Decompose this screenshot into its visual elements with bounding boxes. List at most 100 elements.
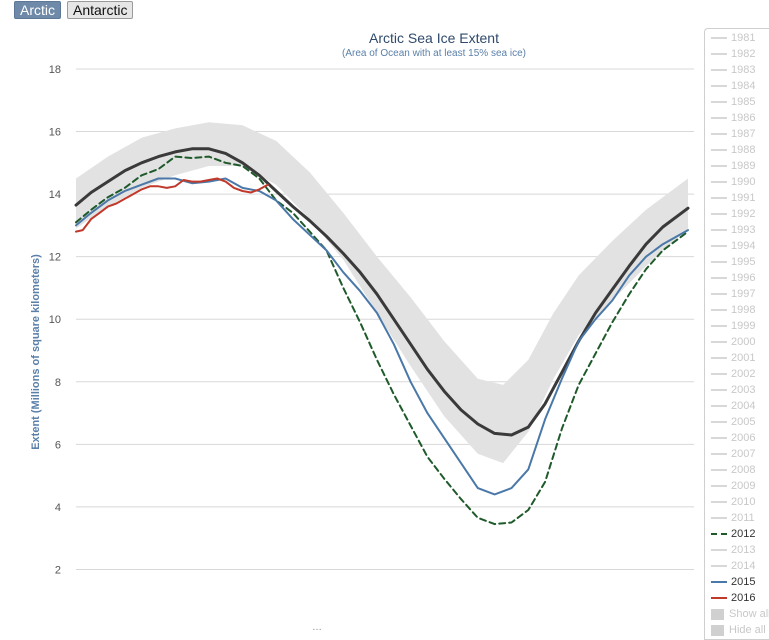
legend-item-1995[interactable]: 1995 (711, 254, 755, 270)
legend-swatch (711, 181, 727, 183)
legend-item-show-all[interactable]: Show all (711, 606, 769, 622)
tab-arctic[interactable]: Arctic (14, 1, 61, 19)
legend-item-1996[interactable]: 1996 (711, 270, 755, 286)
legend-item-2002[interactable]: 2002 (711, 366, 755, 382)
legend-item-1983[interactable]: 1983 (711, 62, 755, 78)
legend-swatch (711, 421, 727, 423)
legend-swatch (711, 565, 727, 567)
legend-item-1994[interactable]: 1994 (711, 238, 755, 254)
legend-item-1992[interactable]: 1992 (711, 206, 755, 222)
legend-swatch (711, 405, 727, 407)
legend-swatch (711, 501, 727, 503)
y-tick-label: 6 (55, 439, 61, 451)
y-tick-label: 14 (49, 189, 61, 201)
legend-swatch (711, 69, 727, 71)
legend-item-1986[interactable]: 1986 (711, 110, 755, 126)
series-line-2012 (75, 155, 689, 526)
legend-item-2001[interactable]: 2001 (711, 350, 755, 366)
legend-swatch (711, 624, 724, 636)
legend-label: 1995 (731, 256, 756, 268)
chart-subtitle: (Area of Ocean with at least 15% sea ice… (342, 48, 526, 59)
legend-label: 2007 (731, 448, 756, 460)
legend-swatch (711, 309, 727, 311)
legend-label: 1985 (731, 96, 756, 108)
tab-antarctic[interactable]: Antarctic (67, 1, 134, 19)
legend-item-2000[interactable]: 2000 (711, 334, 755, 350)
legend-item-2007[interactable]: 2007 (711, 446, 755, 462)
legend-swatch (711, 608, 724, 620)
legend-swatch (711, 469, 727, 471)
legend-label: 1998 (731, 304, 756, 316)
legend-item-hide-all[interactable]: Hide all (711, 622, 766, 638)
legend-item-1998[interactable]: 1998 (711, 302, 755, 318)
legend-item-2010[interactable]: 2010 (711, 494, 755, 510)
legend-swatch (711, 229, 727, 231)
legend-label: 1992 (731, 208, 756, 220)
legend-swatch (711, 325, 727, 327)
legend-label: 2013 (731, 544, 756, 556)
legend-swatch (711, 389, 727, 391)
legend-label: 2010 (731, 496, 756, 508)
legend-label: Hide all (729, 624, 766, 636)
legend-item-2014[interactable]: 2014 (711, 558, 755, 574)
legend-item-1989[interactable]: 1989 (711, 158, 755, 174)
legend-label: 2008 (731, 464, 756, 476)
plot-area (74, 122, 690, 526)
legend-label: 2006 (731, 432, 756, 444)
legend-label: 1994 (731, 240, 756, 252)
legend-item-2015[interactable]: 2015 (711, 574, 755, 590)
legend-item-2016[interactable]: 2016 (711, 590, 755, 606)
legend-item-1985[interactable]: 1985 (711, 94, 755, 110)
legend-item-2012[interactable]: 2012 (711, 526, 755, 542)
legend-item-2003[interactable]: 2003 (711, 382, 755, 398)
y-tick-label: 8 (55, 377, 61, 389)
legend-label: 2003 (731, 384, 756, 396)
legend-label: Show all (729, 608, 769, 620)
legend-item-2008[interactable]: 2008 (711, 462, 755, 478)
legend-item-2005[interactable]: 2005 (711, 414, 755, 430)
legend-item-1984[interactable]: 1984 (711, 78, 755, 94)
legend-label: 1984 (731, 80, 756, 92)
legend-item-2009[interactable]: 2009 (711, 478, 755, 494)
legend-item-1981[interactable]: 1981 (711, 30, 755, 46)
legend-label: 2004 (731, 400, 756, 412)
chart-credit: … (312, 622, 322, 633)
legend-swatch (711, 261, 727, 263)
legend-label: 1999 (731, 320, 756, 332)
y-tick-labels: 2 4 6 8 10 12 14 16 18 (49, 64, 61, 576)
legend-item-2004[interactable]: 2004 (711, 398, 755, 414)
y-tick-label: 16 (49, 127, 61, 139)
legend-swatch (711, 549, 727, 551)
legend-swatch (711, 341, 727, 343)
legend-swatch (711, 277, 727, 279)
legend-item-1990[interactable]: 1990 (711, 174, 755, 190)
legend-item-1982[interactable]: 1982 (711, 46, 755, 62)
legend-item-2006[interactable]: 2006 (711, 430, 755, 446)
legend-swatch (711, 37, 727, 39)
legend-item-1987[interactable]: 1987 (711, 126, 755, 142)
legend-item-1991[interactable]: 1991 (711, 190, 755, 206)
legend-label: 1988 (731, 144, 756, 156)
range-band (76, 122, 688, 464)
legend-label: 2012 (731, 528, 756, 540)
hemisphere-tabs: Arctic Antarctic (14, 1, 134, 19)
legend-item-1988[interactable]: 1988 (711, 142, 755, 158)
legend-swatch (711, 165, 727, 167)
legend-label: 1982 (731, 48, 756, 60)
legend-swatch (711, 437, 727, 439)
legend-swatch (711, 117, 727, 119)
legend-label: 2011 (731, 512, 755, 524)
legend-item-1997[interactable]: 1997 (711, 286, 755, 302)
legend-swatch (711, 85, 727, 87)
legend-swatch (711, 533, 727, 535)
legend-item-2013[interactable]: 2013 (711, 542, 755, 558)
legend-item-1999[interactable]: 1999 (711, 318, 755, 334)
legend-swatch (711, 453, 727, 455)
legend-label: 1989 (731, 160, 756, 172)
series-line-2016 (75, 177, 269, 233)
legend-item-2011[interactable]: 2011 (711, 510, 755, 526)
legend-item-1993[interactable]: 1993 (711, 222, 755, 238)
y-tick-label: 4 (55, 502, 61, 514)
legend-swatch (711, 373, 727, 375)
legend-swatch (711, 517, 727, 519)
